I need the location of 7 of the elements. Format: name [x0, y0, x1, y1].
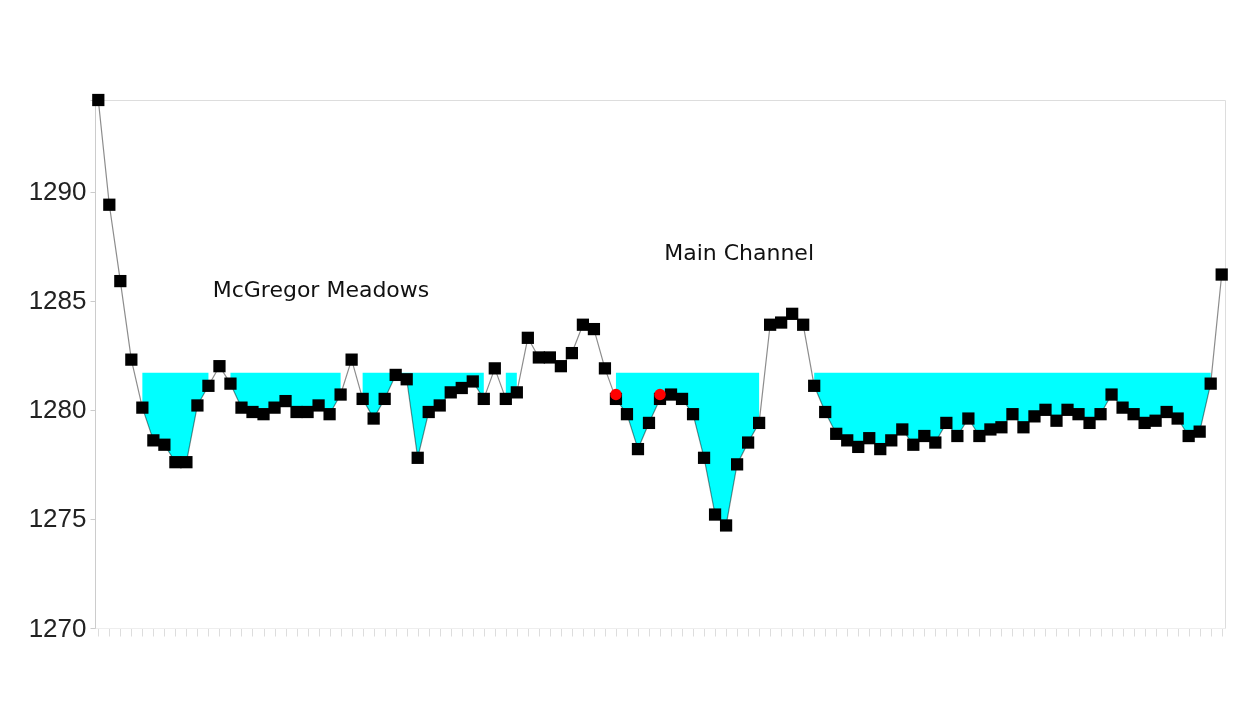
y-tick-label: 1290	[28, 176, 87, 207]
y-tick-label: 1270	[28, 612, 87, 643]
y-tick-label: 1280	[28, 394, 87, 425]
annotation: McGregor Meadows	[212, 277, 430, 302]
annotation: Main Channel	[664, 240, 815, 265]
y-tick-label: 1285	[28, 285, 87, 316]
y-tick-label: 1275	[28, 503, 87, 534]
